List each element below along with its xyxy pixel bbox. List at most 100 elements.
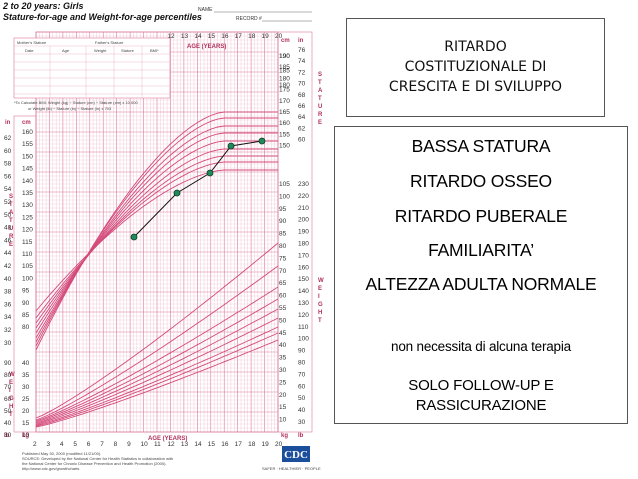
right-cm-tick: 185 bbox=[279, 68, 290, 75]
top-age-tick: 15 bbox=[208, 33, 216, 40]
footer-line2: SOURCE: Developed by the National Center… bbox=[22, 456, 173, 461]
top-age-tick: 12 bbox=[167, 33, 175, 40]
bottom-age-axis: 2 3 4 5 6 7 8 9 10 11 12 13 14 15 16 17 18 19 20 bbox=[33, 441, 283, 448]
stature-percentile-curve bbox=[35, 111, 278, 351]
bottom-age-tick: 3 bbox=[46, 441, 50, 448]
diagnosis-title-box: RITARDO COSTITUZIONALE DI CRESCITA E DI … bbox=[346, 18, 605, 117]
bottom-age-tick: 14 bbox=[194, 441, 202, 448]
left-cm-tick: 160 bbox=[22, 129, 33, 136]
left-weight-word-letter: I bbox=[9, 388, 11, 394]
right-stature-cm-tick: 165 bbox=[279, 109, 290, 116]
col-weight: Weight bbox=[94, 48, 107, 53]
top-age-tick: 17 bbox=[235, 33, 243, 40]
bottom-age-tick: 15 bbox=[208, 441, 216, 448]
right-lb-tick: 30 bbox=[298, 419, 306, 426]
weight-percentile-curve bbox=[35, 332, 279, 427]
right-kg-tick: 70 bbox=[279, 268, 287, 275]
left-stature-word-letter: T bbox=[9, 218, 13, 224]
left-in-tick: 60 bbox=[4, 148, 12, 155]
right-stature-in-tick: 62 bbox=[298, 125, 306, 132]
left-cm-tick: 130 bbox=[22, 202, 33, 209]
right-lb-tick: 50 bbox=[298, 395, 306, 402]
left-lb-tick: 50 bbox=[4, 408, 12, 415]
right-lb-tick: 70 bbox=[298, 371, 306, 378]
diagnosis-title-line1: RITARDO bbox=[444, 39, 507, 55]
right-lb-tick: 100 bbox=[298, 336, 309, 343]
left-in-tick: 32 bbox=[4, 327, 12, 334]
right-stature-cm-tick: 160 bbox=[279, 120, 290, 127]
right-lb-tick: 180 bbox=[298, 241, 309, 248]
left-weight-word-letter: G bbox=[9, 396, 14, 402]
stature-percentile-curve bbox=[35, 155, 278, 324]
diagnosis-title-line2: COSTITUZIONALE DI bbox=[404, 59, 547, 75]
left-kg-tick: 15 bbox=[22, 420, 30, 427]
right-lb-label: lb bbox=[298, 433, 304, 439]
weight-percentile-curve bbox=[35, 265, 279, 421]
right-stature-word-letter: T bbox=[318, 96, 322, 102]
left-in-tick: 36 bbox=[4, 301, 12, 308]
left-in-tick: 62 bbox=[4, 135, 12, 142]
right-kg-tick: 80 bbox=[279, 243, 287, 250]
left-in-tick: 50 bbox=[4, 212, 12, 219]
patient-growth-line bbox=[130, 137, 266, 241]
right-lb-tick: 160 bbox=[298, 264, 309, 271]
right-lb-tick: 190 bbox=[298, 229, 309, 236]
left-cm-tick: 110 bbox=[22, 251, 33, 258]
left-axis-strip bbox=[13, 115, 37, 433]
left-weight-word-letter: T bbox=[9, 412, 13, 418]
col-bmi: BMI* bbox=[150, 48, 159, 53]
cdc-tagline: SAFER · HEALTHIER · PEOPLE bbox=[262, 466, 321, 471]
left-in-tick: 34 bbox=[4, 314, 12, 321]
bottom-axis-title: AGE (YEARS) bbox=[148, 436, 187, 442]
bottom-age-tick: 9 bbox=[127, 441, 131, 448]
stature-percentile-curve bbox=[35, 148, 278, 329]
right-stature-in-tick: 60 bbox=[298, 137, 306, 144]
left-lb-tick: 70 bbox=[4, 384, 12, 391]
chart-title-line1: 2 to 20 years: Girls bbox=[2, 1, 84, 11]
left-in-tick: 52 bbox=[4, 199, 12, 206]
right-stature-cm-tick: 190 bbox=[279, 53, 290, 60]
right-stature-cm-tick: 155 bbox=[279, 131, 290, 138]
bottom-age-tick: 2 bbox=[33, 441, 37, 448]
axis-tick-labels: 1901851801901851801751701651601551507674… bbox=[4, 47, 309, 439]
right-lb-tick: 130 bbox=[298, 300, 309, 307]
left-stature-word-letter: R bbox=[9, 234, 14, 240]
weight-percentile-curve bbox=[35, 242, 279, 419]
left-cm-tick: 105 bbox=[22, 263, 33, 270]
left-weight-word-letter: W bbox=[9, 372, 15, 378]
right-kg-tick: 55 bbox=[279, 305, 287, 312]
right-weight-word-letter: H bbox=[318, 310, 322, 316]
right-lb-tick: 230 bbox=[298, 181, 309, 188]
bottom-age-tick: 12 bbox=[167, 441, 175, 448]
left-cm-tick: 125 bbox=[22, 214, 33, 221]
left-stature-word-letter: A bbox=[9, 210, 14, 216]
right-lb-tick: 210 bbox=[298, 205, 309, 212]
left-cm-tick: 120 bbox=[22, 227, 33, 234]
left-cm-tick: 90 bbox=[22, 300, 30, 307]
footer-line4: http://www.cdc.gov/growthcharts bbox=[22, 466, 79, 471]
right-stature-word-letter: U bbox=[318, 104, 322, 110]
weight-percentile-curve bbox=[35, 326, 279, 426]
left-kg-tick: 20 bbox=[22, 408, 30, 415]
bottom-age-tick: 8 bbox=[114, 441, 118, 448]
feature-ritardo-osseo: RITARDO OSSEO bbox=[410, 171, 552, 191]
right-lb-tick: 90 bbox=[298, 348, 306, 355]
right-stature-cm-tick: 180 bbox=[279, 75, 290, 82]
right-lb-tick: 40 bbox=[298, 407, 306, 414]
bottom-age-tick: 5 bbox=[73, 441, 77, 448]
right-stature-in-tick: 66 bbox=[298, 103, 306, 110]
top-axis-title: AGE (YEARS) bbox=[187, 44, 226, 50]
right-stature-in-tick: 64 bbox=[298, 114, 306, 121]
bmi-note-line2: or Weight (lb) ÷ Stature (in) ÷ Stature … bbox=[28, 106, 112, 111]
left-kg-label: kg bbox=[22, 433, 29, 439]
left-stature-word-letter: U bbox=[9, 226, 13, 232]
right-kg-tick: 10 bbox=[279, 417, 287, 424]
left-cm-tick: 150 bbox=[22, 153, 33, 160]
right-lb-tick: 170 bbox=[298, 252, 309, 259]
mother-stature-label: Mother's Stature bbox=[17, 40, 47, 45]
right-stature-word-letter: T bbox=[318, 80, 322, 86]
features-box: BASSA STATURA RITARDO OSSEO RITARDO PUBE… bbox=[334, 126, 628, 424]
left-in-tick: 54 bbox=[4, 186, 12, 193]
right-lb-tick: 140 bbox=[298, 288, 309, 295]
